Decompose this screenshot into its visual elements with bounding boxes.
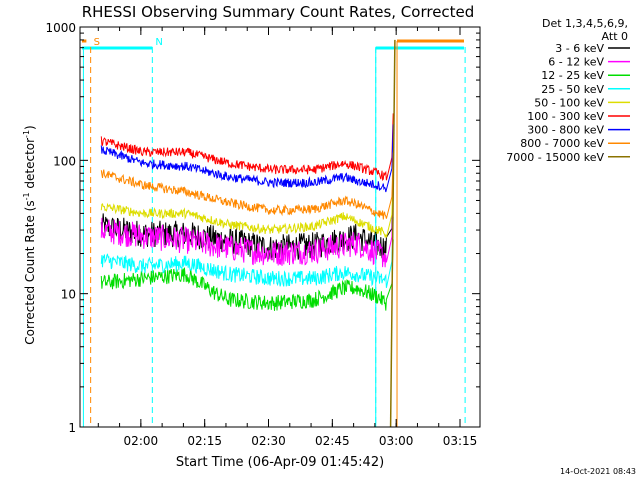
series-100-300-kev-line xyxy=(100,113,394,182)
y-tick-label: 1000 xyxy=(45,21,76,35)
x-tick-label: 03:00 xyxy=(379,434,414,448)
legend-item-label: 7000 - 15000 keV xyxy=(506,151,604,164)
legend-item-label: 100 - 300 keV xyxy=(527,110,604,123)
x-tick-label: 02:45 xyxy=(315,434,350,448)
series-3-6-kev-line xyxy=(100,184,394,261)
marker-label-s: S xyxy=(94,37,100,48)
legend-subtitle: Att 0 xyxy=(602,30,628,43)
series-800-7000-kev-line xyxy=(100,152,394,220)
x-axis-label: Start Time (06-Apr-09 01:45:42) xyxy=(176,455,384,470)
x-tick-label: 02:30 xyxy=(251,434,286,448)
x-tick-label: 03:15 xyxy=(443,434,478,448)
series-50-100-kev-line xyxy=(100,170,394,239)
series-300-800-kev xyxy=(100,124,394,193)
y-axis-label-sup2: -1 xyxy=(22,130,31,138)
chart-title: RHESSI Observing Summary Count Rates, Co… xyxy=(82,3,475,21)
series-25-50-kev-line xyxy=(100,217,394,289)
legend-item-label: 25 - 50 keV xyxy=(541,83,604,96)
series-6-12-kev-line xyxy=(100,192,394,268)
legend-item-label: 50 - 100 keV xyxy=(534,96,604,109)
y-axis-label-main: Corrected Count Rate (s xyxy=(23,200,37,344)
timestamp: 14-Oct-2021 08:43 xyxy=(560,467,636,476)
x-tick-label: 02:00 xyxy=(124,434,159,448)
series-50-100-kev xyxy=(100,170,394,239)
legend-item-label: 12 - 25 keV xyxy=(541,69,604,82)
y-axis-label-mid: detector xyxy=(23,138,37,193)
x-tick-label: 02:15 xyxy=(187,434,222,448)
y-tick-label: 1 xyxy=(68,421,76,435)
plot-frame xyxy=(79,26,481,428)
legend-item-label: 300 - 800 keV xyxy=(527,124,604,137)
axes-layer: 1 10 100 1000 02:00 02:15 02:30 02:45 03:00 03:15 xyxy=(45,21,481,448)
y-tick-label: 10 xyxy=(61,288,76,302)
series-100-300-kev xyxy=(100,113,394,182)
series-12-25-kev xyxy=(100,239,394,311)
series-3-6-kev xyxy=(100,184,394,261)
legend-item-label: 3 - 6 keV xyxy=(555,42,604,55)
legend-title: Det 1,3,4,5,6,9, xyxy=(542,17,628,30)
series-6-12-kev xyxy=(100,192,394,268)
legend-item-label: 800 - 7000 keV xyxy=(520,137,604,150)
y-axis-label-sup1: -1 xyxy=(22,192,31,200)
y-axis-label: Corrected Count Rate (s-1 detector-1) xyxy=(22,125,37,344)
series-12-25-kev-line xyxy=(100,239,394,311)
series-300-800-kev-line xyxy=(100,124,394,193)
legend-item-label: 6 - 12 keV xyxy=(548,56,604,69)
series-7000-15000-kev xyxy=(389,39,396,428)
series-800-7000-kev xyxy=(100,152,394,220)
y-axis-label-end: ) xyxy=(23,125,37,130)
series-25-50-kev xyxy=(100,217,394,289)
series-layer xyxy=(100,39,396,428)
y-tick-label: 100 xyxy=(53,154,76,168)
marker-label-n: N xyxy=(155,37,162,48)
series-7000-15000-kev-line xyxy=(389,39,396,428)
